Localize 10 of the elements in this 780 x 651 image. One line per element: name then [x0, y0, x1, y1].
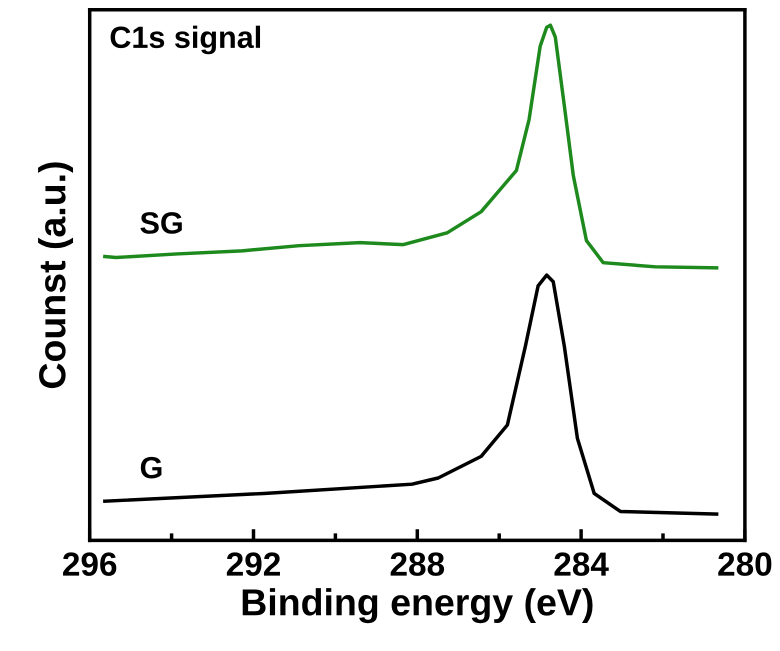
x-tick-label: 292 [226, 552, 280, 576]
x-tick-label: 284 [554, 552, 609, 576]
x-tick-label: 280 [718, 552, 772, 576]
series-label: G [140, 456, 162, 478]
series-label: SG [140, 212, 182, 234]
chart-title: C1s signal [110, 26, 260, 54]
y-axis-title: Counst (a.u.) [38, 162, 74, 388]
x-axis-title: Binding energy (eV) [242, 588, 593, 624]
x-tick-label: 288 [390, 552, 444, 576]
x-tick-label: 296 [63, 552, 116, 576]
